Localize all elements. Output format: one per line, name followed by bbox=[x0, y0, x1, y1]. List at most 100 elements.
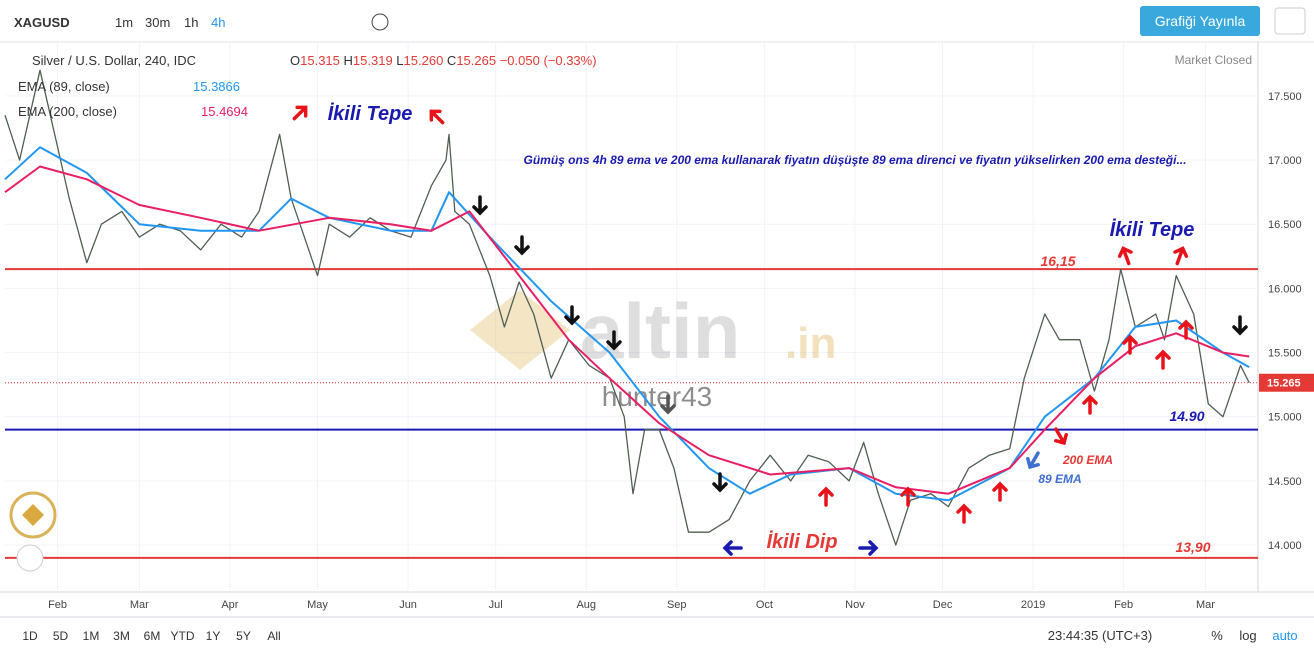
snapshot-button[interactable] bbox=[1274, 7, 1306, 35]
y-tick-label: 15.500 bbox=[1268, 348, 1302, 360]
x-tick-label: Aug bbox=[576, 599, 596, 611]
x-tick-label: Feb bbox=[1114, 599, 1133, 611]
arrow bbox=[660, 394, 676, 415]
indicator-name[interactable]: EMA (200, close) bbox=[18, 104, 117, 119]
annotation: 200 EMA bbox=[1062, 453, 1113, 467]
interval[interactable]: 30m bbox=[145, 15, 170, 30]
arrow bbox=[900, 486, 916, 507]
arrow bbox=[564, 305, 580, 326]
option[interactable]: log bbox=[1239, 628, 1256, 643]
interval-active[interactable]: 4h bbox=[211, 15, 225, 30]
x-tick-label: Jul bbox=[489, 599, 503, 611]
range-button[interactable]: 3M bbox=[113, 629, 130, 643]
x-tick-label: 2019 bbox=[1021, 599, 1045, 611]
arrow bbox=[1155, 349, 1171, 370]
x-tick-label: Oct bbox=[756, 599, 773, 611]
watermark: altin bbox=[580, 287, 740, 375]
ohlc-label: C bbox=[447, 53, 456, 68]
arrow bbox=[1117, 246, 1133, 266]
ohlc-value: 15.265 bbox=[456, 53, 496, 68]
arrow bbox=[818, 486, 834, 507]
arrow bbox=[1173, 246, 1189, 266]
range-button[interactable]: 5Y bbox=[236, 629, 251, 643]
ohlc-value: 15.260 bbox=[404, 53, 444, 68]
ohlc-value: 15.315 bbox=[300, 53, 340, 68]
cloud-icon[interactable] bbox=[16, 544, 44, 572]
range-button[interactable]: 1Y bbox=[206, 629, 221, 643]
annotation: İkili Tepe bbox=[328, 102, 413, 125]
arrow bbox=[1026, 451, 1040, 470]
interval[interactable]: 1m bbox=[115, 15, 133, 30]
y-tick-label: 14.500 bbox=[1268, 476, 1302, 488]
x-tick-label: Sep bbox=[667, 599, 687, 611]
arrow bbox=[1178, 319, 1194, 340]
indicator-value: 15.4694 bbox=[201, 104, 248, 119]
level-label: 14.90 bbox=[1169, 408, 1204, 424]
range-button[interactable]: All bbox=[267, 629, 280, 643]
x-tick-label: Mar bbox=[130, 599, 149, 611]
arrow bbox=[956, 503, 972, 524]
range-button[interactable]: 1M bbox=[83, 629, 100, 643]
x-tick-label: Dec bbox=[933, 599, 953, 611]
arrow bbox=[606, 330, 622, 351]
y-tick-label: 17.500 bbox=[1268, 91, 1302, 103]
arrow bbox=[429, 109, 445, 125]
range-button[interactable]: 1D bbox=[22, 629, 38, 643]
interval[interactable]: 1h bbox=[184, 15, 198, 30]
ohlc-label: O bbox=[290, 53, 300, 68]
legend-title: Silver / U.S. Dollar, 240, IDC bbox=[32, 53, 196, 68]
add-indicator-icon[interactable] bbox=[371, 13, 389, 31]
change: −0.050 (−0.33%) bbox=[500, 53, 597, 68]
annotation: Gümüş ons 4h 89 ema ve 200 ema kullanara… bbox=[524, 153, 1187, 167]
arrow bbox=[472, 195, 488, 216]
arrow bbox=[1054, 427, 1068, 446]
y-tick-label: 16.000 bbox=[1268, 283, 1302, 295]
toolbar bbox=[0, 0, 1314, 42]
publish-label[interactable]: Grafiği Yayınla bbox=[1155, 13, 1246, 29]
y-tick-label: 14.000 bbox=[1268, 540, 1302, 552]
arrow bbox=[992, 481, 1008, 502]
ohlc-value: 15.319 bbox=[353, 53, 393, 68]
x-tick-label: Jun bbox=[399, 599, 417, 611]
option[interactable]: % bbox=[1211, 628, 1223, 643]
range-button[interactable]: YTD bbox=[171, 629, 195, 643]
y-tick-label: 15.000 bbox=[1268, 412, 1302, 424]
x-tick-label: Apr bbox=[221, 599, 238, 611]
indicator-value: 15.3866 bbox=[193, 79, 240, 94]
y-tick-label: 17.000 bbox=[1268, 155, 1302, 167]
ohlc-label: L bbox=[396, 53, 403, 68]
market-status: Market Closed bbox=[1175, 53, 1252, 67]
annotation: 89 EMA bbox=[1038, 472, 1081, 486]
annotation: İkili Tepe bbox=[1110, 218, 1195, 241]
logo-mark bbox=[22, 504, 44, 526]
option[interactable]: auto bbox=[1272, 628, 1297, 643]
legend-ohlc: O15.315 H15.319 L15.260 C15.265 −0.050 (… bbox=[290, 53, 597, 68]
range-button[interactable]: 6M bbox=[144, 629, 161, 643]
indicator-name[interactable]: EMA (89, close) bbox=[18, 79, 110, 94]
last-price-tag bbox=[1259, 373, 1314, 392]
x-tick-label: Feb bbox=[48, 599, 67, 611]
x-tick-label: May bbox=[307, 599, 328, 611]
arrow bbox=[722, 540, 743, 556]
bottom-bar: 1D 5D 1M 3M 6M YTD 1Y 5Y All bbox=[22, 629, 280, 643]
arrow bbox=[292, 105, 308, 121]
range-button[interactable]: 5D bbox=[53, 629, 69, 643]
ema-line bbox=[4, 165, 1250, 495]
arrow bbox=[1232, 315, 1248, 336]
level-label: 13,90 bbox=[1175, 539, 1210, 555]
y-tick-label: 16.500 bbox=[1268, 219, 1302, 231]
symbol[interactable]: XAGUSD bbox=[14, 15, 70, 30]
x-tick-label: Nov bbox=[845, 599, 865, 611]
publish-button[interactable] bbox=[1140, 6, 1260, 36]
ohlc-label: H bbox=[344, 53, 353, 68]
arrow bbox=[514, 235, 530, 256]
watermark: .in bbox=[785, 319, 836, 368]
arrow bbox=[858, 540, 879, 556]
clock: 23:44:35 (UTC+3) bbox=[1048, 628, 1152, 643]
last-price-label: 15.265 bbox=[1267, 378, 1301, 390]
ema-line bbox=[4, 146, 1250, 502]
annotation: İkili Dip bbox=[766, 530, 837, 553]
